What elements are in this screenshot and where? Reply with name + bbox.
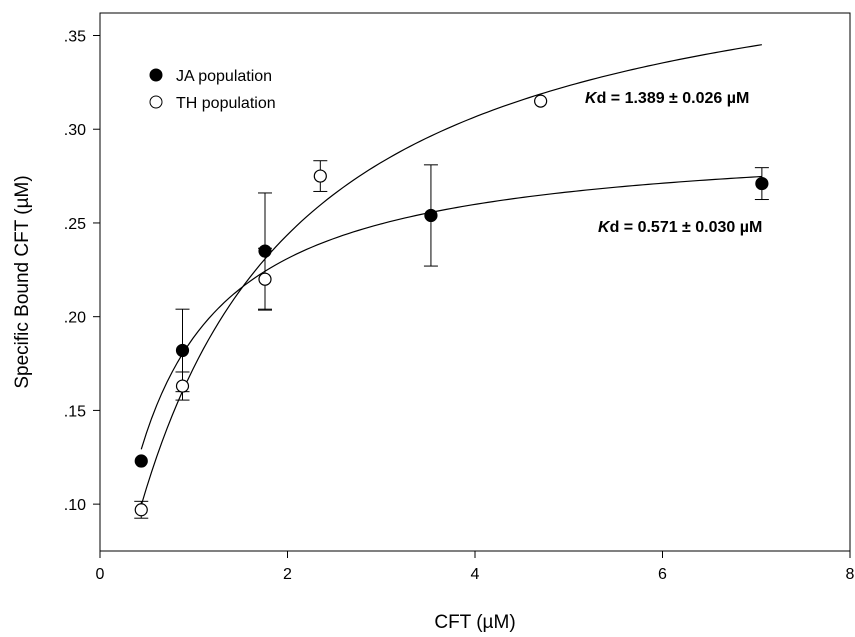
x-tick-label: 6 [658,566,667,583]
data-point-ja [175,343,190,358]
x-tick-label: 0 [96,566,105,583]
data-point-th [313,169,327,183]
y-axis-ticks: .10 .15 .20 .25 .30 .35 [64,28,100,514]
data-point-ja [258,244,272,258]
fit-curves [140,44,762,506]
y-axis-title: Specific Bound CFT (µM) [12,175,33,388]
y-tick-label: .10 [64,497,86,514]
y-tick-label: .30 [64,122,86,139]
error-bars [134,160,769,519]
y-tick-label: .25 [64,216,86,233]
x-tick-label: 8 [846,566,855,583]
legend-marker-ja [149,68,163,82]
x-tick-label: 4 [471,566,480,583]
x-tick-label: 2 [283,566,292,583]
kd-annotation-th: Kd = 1.389 ± 0.026 µM [585,90,749,107]
data-point-ja [134,454,148,468]
data-point-th [534,94,548,108]
y-tick-label: .20 [64,310,86,327]
kd-annotation-ja: Kd = 0.571 ± 0.030 µM [598,219,762,236]
x-axis-title: CFT (µM) [434,612,515,633]
fit-curve-ja [140,175,762,450]
legend-label-ja: JA population [176,68,272,85]
legend-marker-th [149,95,163,109]
data-point-ja [424,208,438,223]
fit-curve-th [140,44,762,506]
y-tick-label: .15 [64,403,86,420]
legend-label-th: TH population [176,95,276,112]
data-point-th [175,379,190,393]
data-points [134,94,769,517]
x-axis-ticks: 0 2 4 6 8 [96,551,855,583]
data-point-th [258,272,272,286]
data-point-ja [755,176,769,191]
data-point-th [134,503,148,517]
legend: JA population TH population [149,68,276,112]
y-tick-label: .35 [64,28,86,45]
